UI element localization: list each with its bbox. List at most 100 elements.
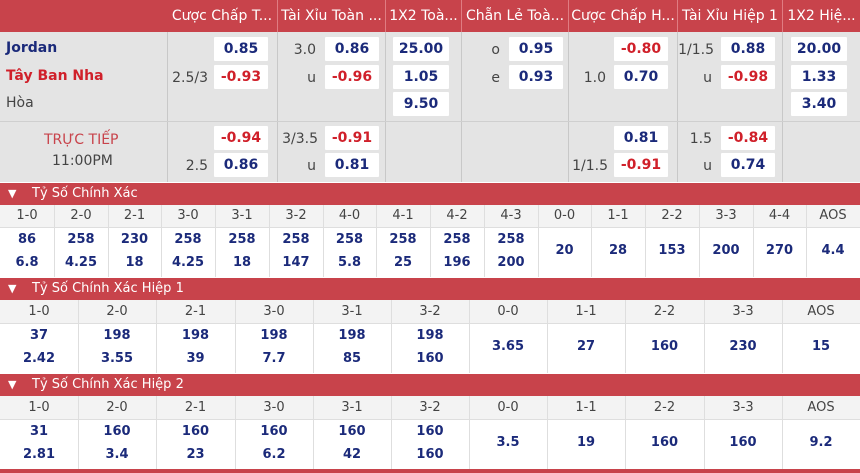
score-odds-away[interactable]: 39 [186,351,205,366]
x12-away-main[interactable]: 1.05 [393,65,449,89]
header-handicap-h1[interactable]: Cược Chấp H... [569,0,677,32]
score-odds-cell[interactable]: 160 3.4 [78,419,156,469]
header-over-under-full[interactable]: Tài Xỉu Toàn ... [278,0,385,32]
header-handicap-full[interactable]: Cược Chấp T... [167,0,277,32]
score-odds-away[interactable]: 6.2 [262,447,286,462]
score-odds-home[interactable]: 258 [443,232,471,247]
score-odds-cell[interactable]: 160 160 [391,419,469,469]
score-odds-value[interactable]: 153 [658,243,686,258]
score-odds-cell[interactable]: 160 42 [313,419,391,469]
score-odds-cell[interactable]: 258 25 [376,227,430,277]
score-odds-home[interactable]: 198 [181,328,210,343]
score-odds-cell[interactable]: 160 [625,323,704,373]
score-odds-value[interactable]: 160 [729,435,757,450]
hdp-home-alt[interactable]: -0.94 [214,126,268,150]
score-odds-away[interactable]: 196 [443,255,471,270]
score-odds-cell[interactable]: 160 [704,419,782,469]
score-odds-cell[interactable]: 4.4 [806,227,860,277]
score-odds-cell[interactable]: 198 85 [313,323,391,373]
header-1x2-full[interactable]: 1X2 Toà... [386,0,461,32]
score-odds-away[interactable]: 200 [497,255,525,270]
score-odds-cell[interactable]: 160 6.2 [235,419,313,469]
score-odds-home[interactable]: 198 [260,328,288,343]
h1-hdp-home-alt[interactable]: 0.81 [614,126,668,150]
hdp-away-main[interactable]: -0.93 [214,65,268,89]
h1-hdp-away-main[interactable]: 0.70 [614,65,668,89]
header-1x2-h1[interactable]: 1X2 Hiệ... [783,0,860,32]
h1-ou-under-main[interactable]: -0.98 [721,65,775,89]
score-odds-away[interactable]: 6.8 [15,255,39,270]
h1-ou-over-alt[interactable]: -0.84 [721,126,775,150]
h1-hdp-home-main[interactable]: -0.80 [614,37,668,61]
score-odds-away[interactable]: 85 [342,351,362,366]
score-odds-home[interactable]: 160 [416,424,444,439]
score-odds-away[interactable]: 25 [393,255,413,270]
score-odds-away[interactable]: 2.81 [22,447,56,462]
score-odds-away[interactable]: 3.55 [100,351,134,366]
ou-under-main[interactable]: -0.96 [325,65,379,89]
score-odds-away[interactable]: 4.25 [171,255,205,270]
score-odds-cell[interactable]: 270 [753,227,806,277]
score-odds-cell[interactable]: 200 [699,227,753,277]
score-odds-cell[interactable]: 258 147 [269,227,323,277]
score-odds-away[interactable]: 2.42 [22,351,56,366]
h1-x12-draw[interactable]: 3.40 [791,92,847,116]
score-odds-cell[interactable]: 198 3.55 [78,323,156,373]
score-odds-home[interactable]: 86 [17,232,37,247]
ou-over-alt[interactable]: -0.91 [325,126,379,150]
score-odds-home[interactable]: 160 [338,424,366,439]
score-odds-cell[interactable]: 258 200 [484,227,538,277]
home-team-name[interactable]: Jordan [6,40,58,56]
score-odds-cell[interactable]: 9.2 [782,419,860,469]
score-odds-cell[interactable]: 28 [591,227,645,277]
score-odds-value[interactable]: 3.65 [491,339,525,354]
score-odds-home[interactable]: 258 [335,232,364,247]
oe-even[interactable]: 0.93 [509,65,563,89]
score-odds-cell[interactable]: 230 [704,323,782,373]
score-odds-cell[interactable]: 258 196 [430,227,484,277]
score-odds-cell[interactable]: 258 4.25 [54,227,108,277]
score-odds-away[interactable]: 18 [232,255,252,270]
score-odds-home[interactable]: 198 [103,328,131,343]
x12-home-main[interactable]: 25.00 [393,37,449,61]
hdp-away-alt[interactable]: 0.86 [214,153,268,177]
score-odds-home[interactable]: 258 [228,232,256,247]
score-odds-home[interactable]: 258 [282,232,310,247]
score-odds-home[interactable]: 258 [67,232,95,247]
score-odds-away[interactable]: 18 [125,255,144,270]
score-odds-value[interactable]: 200 [712,243,740,258]
score-odds-cell[interactable]: 153 [645,227,699,277]
score-odds-cell[interactable]: 198 39 [156,323,235,373]
score-odds-away[interactable]: 5.8 [337,255,362,270]
score-odds-home[interactable]: 258 [497,232,525,247]
score-odds-away[interactable]: 7.7 [262,351,286,366]
h1-x12-home[interactable]: 20.00 [791,37,847,61]
score-odds-value[interactable]: 28 [608,243,628,258]
ou-under-alt[interactable]: 0.81 [325,153,379,177]
score-odds-away[interactable]: 4.25 [64,255,98,270]
oe-odd[interactable]: 0.95 [509,37,563,61]
h1-ou-under-alt[interactable]: 0.74 [721,153,775,177]
score-odds-cell[interactable]: 3.65 [469,323,547,373]
score-odds-cell[interactable]: 160 [625,419,704,469]
score-odds-away[interactable]: 160 [416,351,444,366]
score-odds-value[interactable]: 15 [811,339,831,354]
hdp-home-main[interactable]: 0.85 [214,37,268,61]
score-odds-home[interactable]: 258 [174,232,202,247]
score-odds-away[interactable]: 3.4 [105,447,129,462]
score-odds-cell[interactable]: 258 5.8 [323,227,376,277]
score-odds-value[interactable]: 20 [555,243,574,258]
score-odds-home[interactable]: 198 [338,328,366,343]
away-team-name[interactable]: Tây Ban Nha [6,68,104,84]
score-odds-away[interactable]: 42 [342,447,362,462]
score-odds-home[interactable]: 31 [29,424,49,439]
score-odds-cell[interactable]: 15 [782,323,860,373]
score-odds-cell[interactable]: 3.5 [469,419,547,469]
section-correct-score-h1-header[interactable]: ▼ Tỷ Số Chính Xác Hiệp 1 [0,278,860,300]
h1-hdp-away-alt[interactable]: -0.91 [614,153,668,177]
score-odds-cell[interactable]: 37 2.42 [0,323,78,373]
chevron-down-icon[interactable]: ▼ [8,378,17,391]
score-odds-cell[interactable]: 19 [547,419,625,469]
score-odds-value[interactable]: 9.2 [809,435,833,450]
score-odds-cell[interactable]: 20 [538,227,591,277]
